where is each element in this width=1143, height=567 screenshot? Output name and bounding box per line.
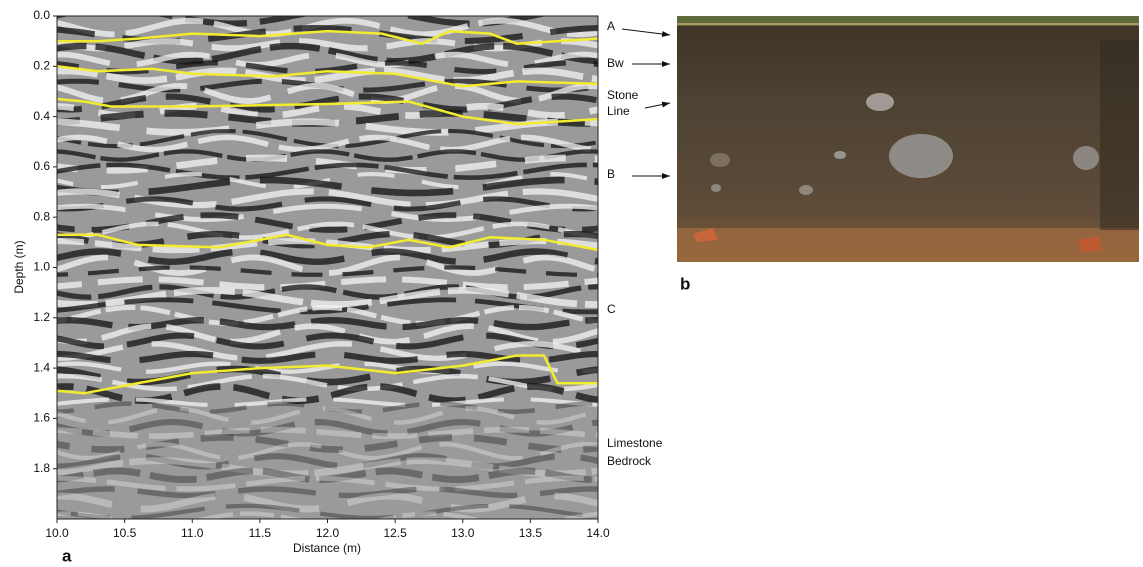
radar-band [57,492,598,513]
horizon-line [57,233,598,252]
radar-band [57,265,598,277]
radar-band [57,406,598,425]
y-tick-label: 1.8 [33,461,50,475]
y-tick-label: 1.6 [33,411,50,425]
radar-band [57,149,598,162]
x-tick-label: 12.5 [383,526,407,540]
horizon-line [57,97,598,126]
layer-label: Line [607,104,630,118]
radar-band [57,453,598,470]
radargram-background [57,16,598,519]
x-axis-title: Distance (m) [293,541,361,555]
layer-label: A [607,19,615,33]
y-tick-label: 1.2 [33,310,50,324]
radar-band [57,503,598,519]
y-tick-label: 0.8 [33,209,50,223]
radar-band [57,176,598,197]
y-tick-label: 0.4 [33,109,50,123]
x-tick-label: 13.5 [519,526,543,540]
y-tick-label: 1.0 [33,260,50,274]
radar-band [57,457,598,478]
layer-label: C [607,302,616,316]
radar-band [57,350,598,364]
x-tick-label: 14.0 [586,526,610,540]
radar-band [57,419,598,437]
radar-band [57,442,598,461]
layer-label: Limestone [607,436,663,450]
layer-label: Stone [607,88,639,102]
horizons [57,29,598,395]
layer-label: Bw [607,56,624,70]
radar-band [57,16,548,27]
radar-band [57,276,598,291]
x-tick-label: 13.0 [451,526,475,540]
radar-band [57,42,598,65]
radar-band [57,475,598,492]
soil-photo [677,16,1139,262]
radargram [57,16,598,519]
horizon-line [57,354,598,395]
radar-band [57,118,598,136]
radar-band [57,486,598,499]
x-tick-label: 10.5 [113,526,137,540]
radar-band [57,93,598,113]
radar-band [57,162,598,181]
radar-band [57,196,598,212]
panel-label: b [680,274,690,293]
y-tick-label: 0.6 [33,159,50,173]
y-tick-label: 0.2 [33,58,50,72]
layer-label: Bedrock [607,454,652,468]
horizon-line [57,29,598,45]
layer-label: B [607,167,615,181]
radar-band [57,433,598,453]
x-tick-label: 10.0 [45,526,69,540]
radar-band [57,238,598,254]
x-tick-label: 11.5 [249,526,272,540]
axes: 0.0 0.2 0.4 0.6 0.8 1.0 1.2 1.4 1.6 1.8 10.0 10.5 11… [33,8,610,540]
radar-band [57,323,598,345]
horizon-line [57,65,598,88]
radar-band [57,248,598,266]
radar-band [57,341,598,362]
radar-band [57,373,598,392]
radar-band [57,426,598,439]
radar-band [57,221,598,240]
radar-band [57,134,598,153]
radar-band [57,401,598,414]
radar-band [57,361,598,374]
radar-band [57,17,598,38]
arrow [644,101,671,109]
y-tick-label: 0.0 [33,8,50,22]
radar-band [57,467,598,484]
y-axis-title: Depth (m) [12,240,26,293]
radar-band [57,212,598,233]
radar-band [57,297,598,315]
arrow [621,28,671,37]
radar-band [57,305,598,326]
radar-band [57,67,598,84]
radar-band [57,203,598,222]
x-tick-label: 11.0 [181,526,204,540]
panel-label: a [62,546,72,565]
y-tick-label: 1.4 [33,360,50,374]
x-tick-label: 12.0 [316,526,340,540]
radar-band [57,332,598,350]
radar-band [57,154,598,174]
